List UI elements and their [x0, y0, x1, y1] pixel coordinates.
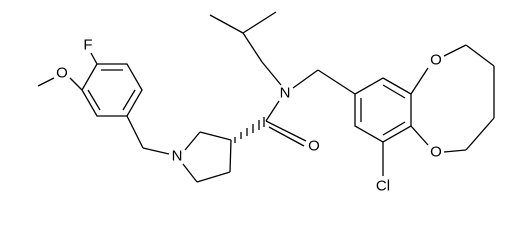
atom-label: N: [172, 148, 183, 165]
atom-label: O: [308, 138, 320, 155]
atom-label: O: [430, 144, 442, 161]
atom-label: O: [56, 65, 68, 82]
atom-label: Cl: [376, 178, 390, 195]
atom-label: F: [83, 37, 92, 54]
atom-label: N: [280, 85, 291, 102]
structure-diagram: F O N N O O O Cl: [37, 11, 495, 195]
atom-label: O: [430, 52, 442, 69]
bonds: [37, 11, 495, 183]
